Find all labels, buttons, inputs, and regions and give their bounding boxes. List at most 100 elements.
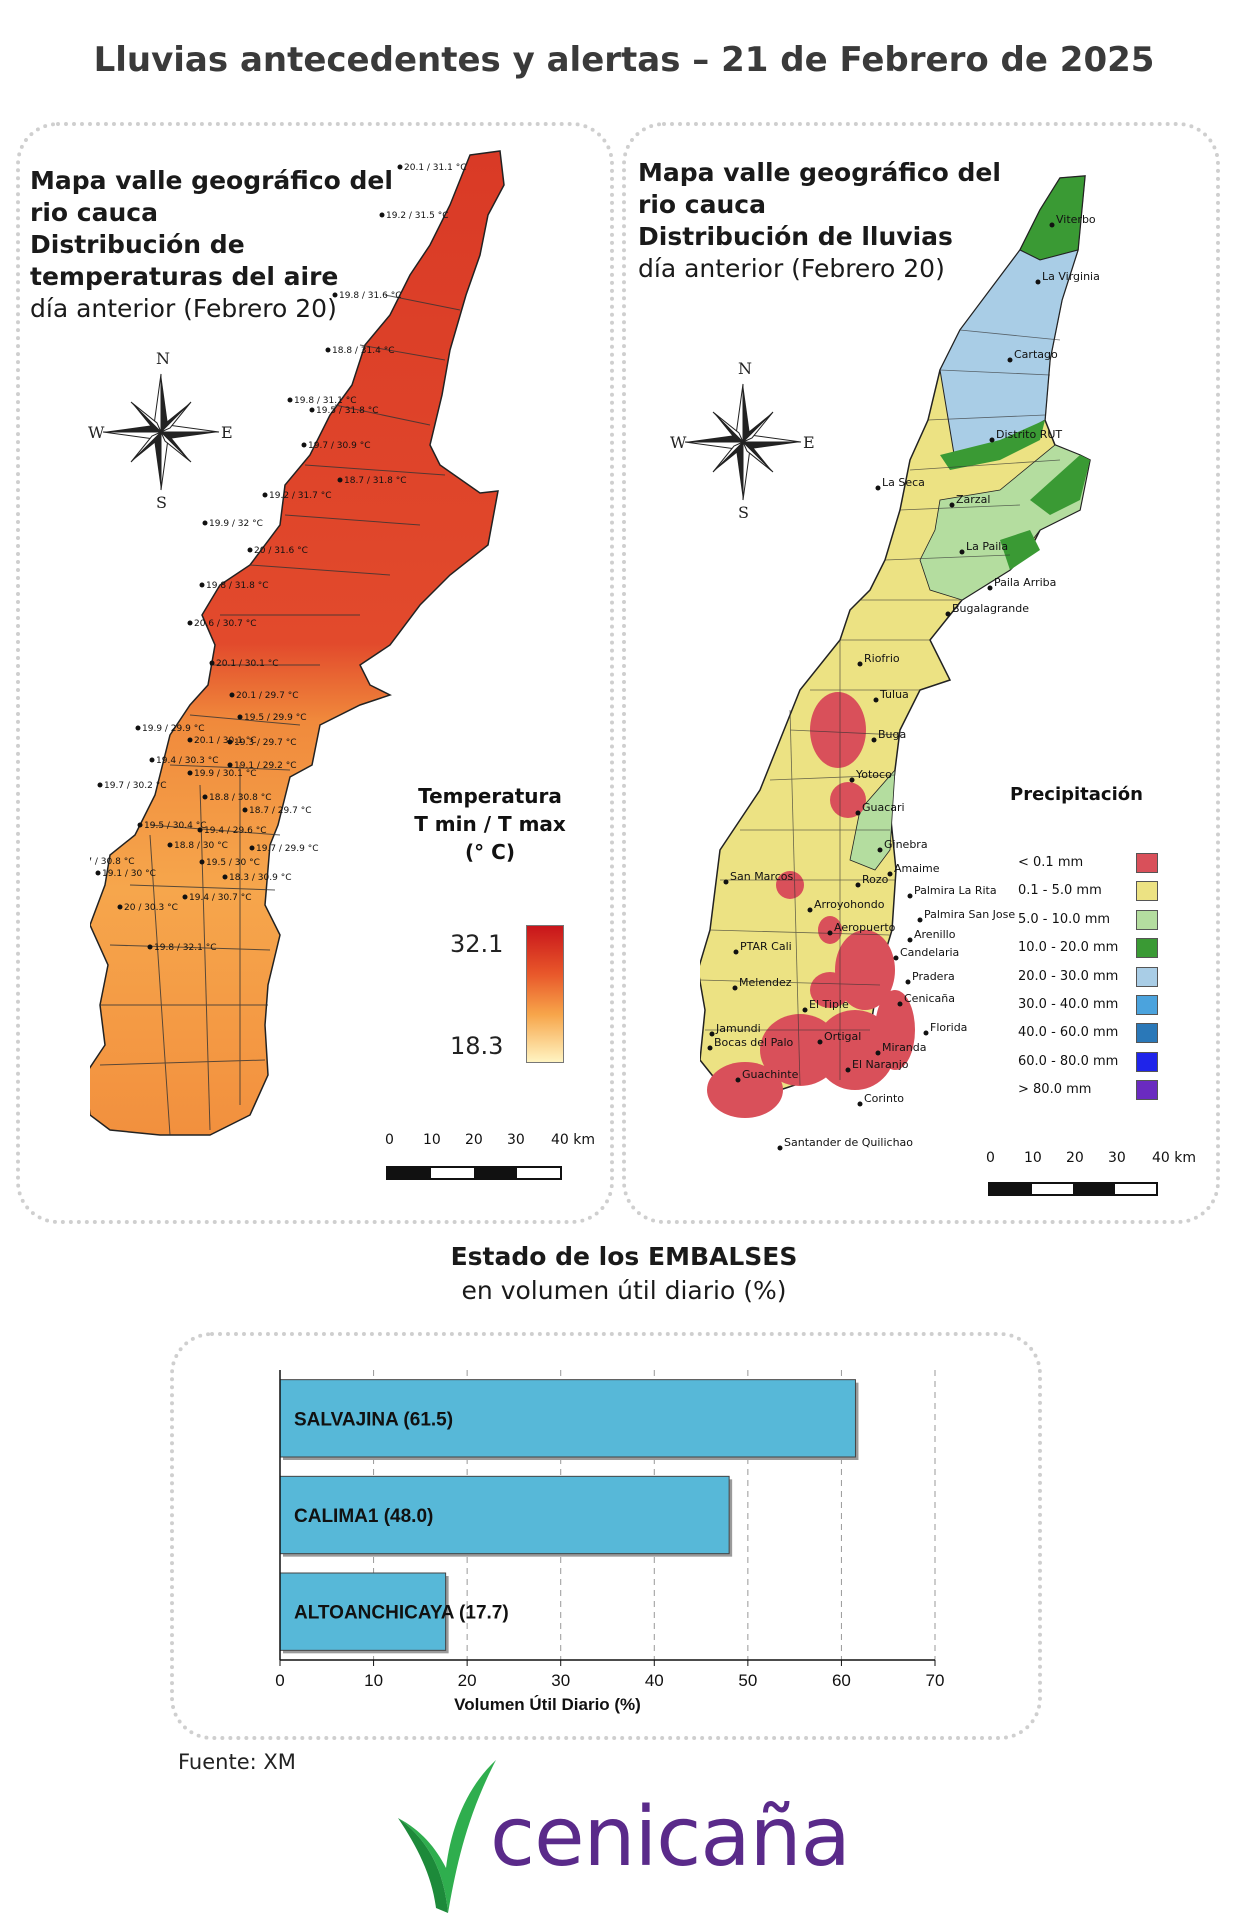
city-label: Cenicaña [904,992,955,1005]
bar-label: CALIMA1 (48.0) [294,1506,433,1527]
temperature-scale-labels: 0 10 20 30 40 km [385,1132,595,1152]
station-dot [287,397,293,403]
legend-entry: > 80.0 mm [1018,1079,1163,1107]
station-label: 19.5 / 30.4 °C [144,821,206,831]
temp-subtitle: día anterior (Febrero 20) [30,294,337,323]
station-label: 19.9 / 30.1 °C [194,769,256,779]
valley-outline [90,150,505,1136]
legend-swatch [1136,909,1158,930]
tick-label: 30 [551,1671,570,1690]
station-dot [202,520,208,526]
legend-label: 20.0 - 30.0 mm [1018,968,1119,984]
station-dot [135,725,141,731]
city-dot [875,1050,881,1056]
city-dot [873,697,879,703]
city-dot [887,871,893,877]
temp-title-line: temperaturas del aire [30,262,339,291]
legend-swatch [1136,1023,1158,1044]
city-label: Jamundi [715,1022,761,1035]
city-label: La Paila [966,540,1008,553]
station-label: 19.7 / 30.2 °C [104,781,166,791]
rainfall-legend: < 0.1 mm 0.1 - 5.0 mm 5.0 - 10.0 mm 10.0 - … [1018,852,1163,1108]
city-dot [897,1001,903,1007]
city-label: El Naranjo [852,1058,909,1071]
station-label: 19.5 / 29.9 °C [244,713,306,723]
rain-title-bold: Distribución de lluvias [638,222,953,251]
page-title: Lluvias antecedentes y alertas – 21 de F… [93,40,1155,80]
city-label: Zarzal [956,493,990,506]
reservoirs-panel [170,1332,1042,1740]
legend-swatch [1136,1051,1158,1072]
city-dot [877,847,883,853]
reservoirs-title: Estado de los EMBALSES [450,1242,798,1271]
reservoirs-bar-chart: SALVAJINA (61.5) CALIMA1 (48.0) ALTOANCHIC… [275,1370,945,1714]
station-label: 20 / 30.3 °C [124,903,178,913]
station-dot [237,714,243,720]
station-dot [337,477,343,483]
city-label: Guachinte [742,1068,799,1081]
city-dot [857,1101,863,1107]
station-label: 19.7 / 30.9 °C [308,441,370,451]
station-dot [325,347,331,353]
scale-label: 10 [1024,1150,1042,1166]
station-label: 19.1 / 30 °C [102,869,156,879]
station-dot [197,827,203,833]
reservoir-bar [279,1572,447,1651]
legend-entry: 60.0 - 80.0 mm [1018,1051,1163,1079]
bar-label: SALVAJINA (61.5) [294,1409,453,1430]
city-dot [855,882,861,888]
legend-entry: 40.0 - 60.0 mm [1018,1022,1163,1050]
source-note: Fuente: XM [178,1750,296,1774]
station-label: 20.7 / 30.8 °C [90,857,134,867]
legend-label: 40.0 - 60.0 mm [1018,1025,1119,1041]
city-label: San Marcos [730,870,793,883]
temperature-legend-min: 18.3 [450,1032,504,1060]
station-label: 20.1 / 31.1 °C [404,163,466,173]
station-dot [182,894,188,900]
legend-label: 5.0 - 10.0 mm [1018,911,1111,927]
legend-swatch [1136,966,1158,987]
legend-label: 10.0 - 20.0 mm [1018,940,1119,956]
rain-subtitle: día anterior (Febrero 20) [638,254,945,283]
rain-title-line: rio cauca [638,190,766,219]
city-dot [777,1145,783,1151]
legend-entry: 10.0 - 20.0 mm [1018,937,1163,965]
tick-label: 60 [832,1671,851,1690]
city-dot [945,611,951,617]
legend-label: > 80.0 mm [1018,1082,1092,1098]
station-dot [247,547,253,553]
station-dot [209,660,215,666]
temp-title-line: Distribución de [30,230,245,259]
city-dot [857,661,863,667]
rainfall-panel-title: Mapa valle geográfico del rio cauca Dist… [638,157,1018,285]
city-dot [733,949,739,955]
city-dot [1035,279,1041,285]
station-label: 19.8 / 31.1 °C [294,396,356,406]
compass-w: W [670,433,687,452]
station-dot [227,739,233,745]
station-label: 19.9 / 32 °C [209,519,263,529]
city-label: Riofrio [864,652,900,665]
station-dot [199,859,205,865]
city-dot [949,502,955,508]
city-label: Bocas del Palo [714,1036,794,1049]
city-label: Yotoco [855,768,892,781]
rainfall-legend-title: Precipitación [1010,784,1143,805]
city-dot [875,485,881,491]
station-dot [187,770,193,776]
tick-label: 20 [458,1671,477,1690]
scale-label: 0 [986,1150,995,1166]
compass-e: E [803,433,815,452]
city-label: La Seca [882,476,925,489]
city-dot [723,879,729,885]
station-label: 18.3 / 30.9 °C [229,873,291,883]
scale-label: 20 [465,1132,483,1148]
reservoir-bar [279,1475,730,1555]
temp-legend-line: (° C) [465,840,515,864]
station-label: 19.5 / 30 °C [206,858,260,868]
station-label: 19.7 / 29.9 °C [256,844,318,854]
city-dot [923,1030,929,1036]
tick-label: 70 [926,1671,945,1690]
station-label: 18.8 / 31.4 °C [332,346,394,356]
city-label: Pradera [912,970,955,983]
